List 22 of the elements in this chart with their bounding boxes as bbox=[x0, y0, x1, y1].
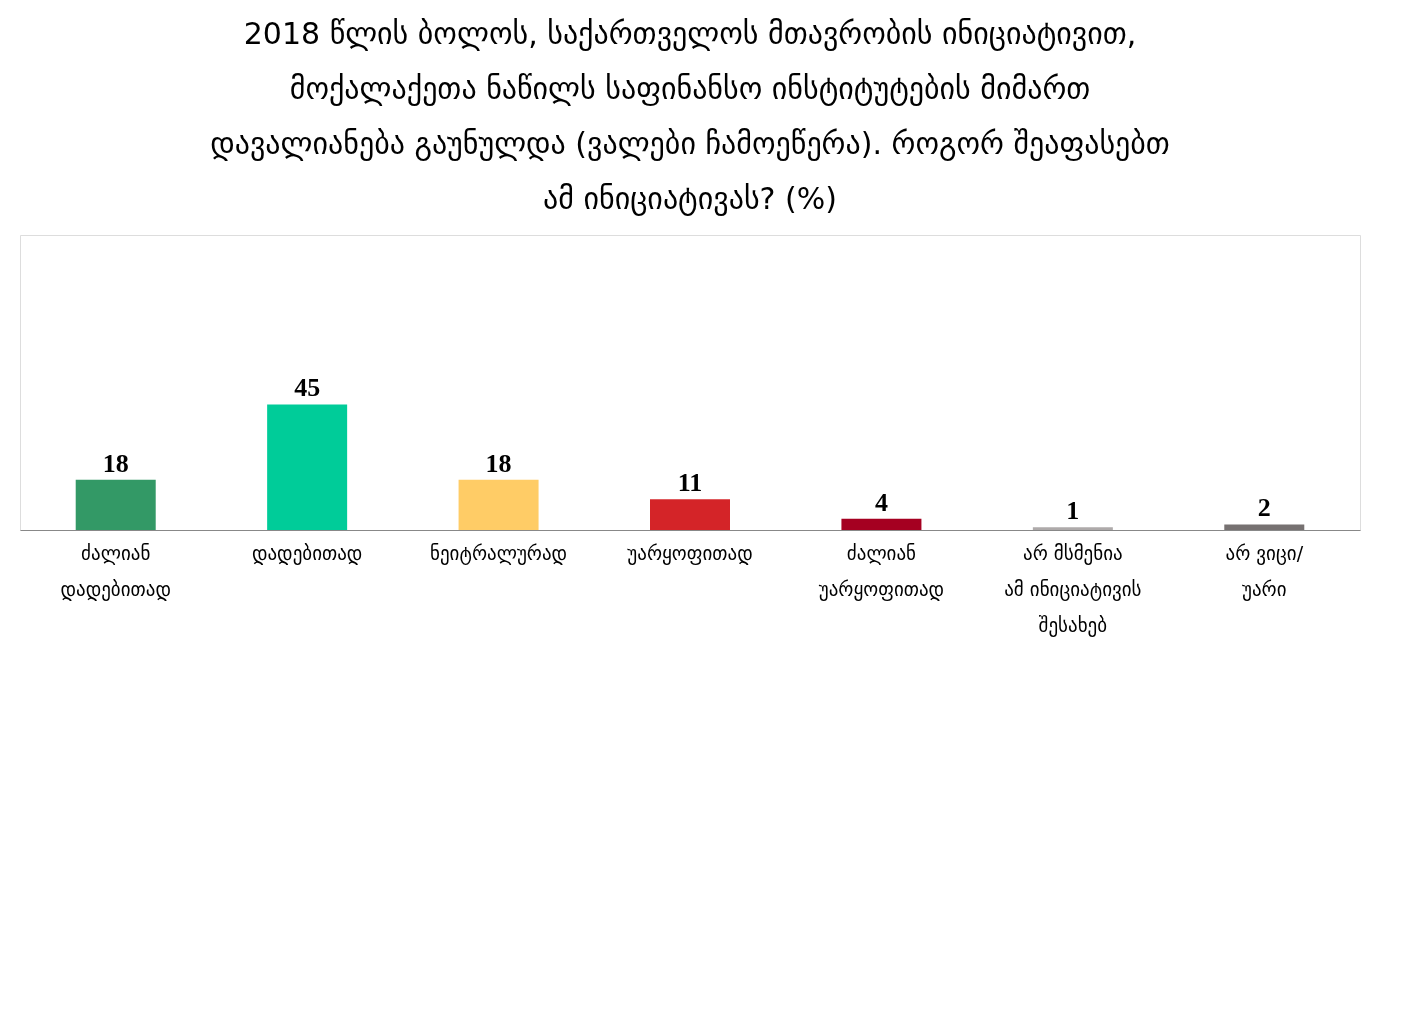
bar bbox=[1224, 524, 1305, 530]
x-tick-label: უარყოფითად bbox=[627, 541, 753, 565]
bar bbox=[650, 499, 730, 530]
x-tick-label: არ მსმენია ამ ინიციატივის შესახებ bbox=[1004, 541, 1142, 637]
chart-title: 2018 წლის ბოლოს, საქართველოს მთავრობის ინიციატივით, მოქალაქეთა ნაწილს საფინანსო ინსტიტუტების მიმართ დავალიანება გაუნულდა (ვალები ჩამოეწერა). როგორ შეაფასებთ ამ ინიციატივას? (%) bbox=[210, 16, 1170, 216]
x-tick-label: ნეიტრალურად bbox=[430, 541, 568, 565]
data-label: 18 bbox=[485, 448, 512, 478]
bar bbox=[841, 518, 922, 530]
x-tick-label: ძალიან დადებითად bbox=[60, 541, 171, 601]
x-tick-label: არ ვიცი/ უარი bbox=[1225, 541, 1304, 601]
data-label: 18 bbox=[102, 448, 129, 478]
bar bbox=[267, 404, 348, 530]
data-label: 4 bbox=[874, 487, 888, 517]
data-label: 1 bbox=[1066, 496, 1080, 526]
x-tick-label: დადებითად bbox=[251, 541, 363, 565]
data-label: 11 bbox=[677, 468, 703, 498]
data-label: 2 bbox=[1257, 493, 1271, 523]
x-tick-label: ძალიან უარყოფითად bbox=[818, 541, 945, 601]
data-label: 45 bbox=[294, 373, 321, 403]
bar bbox=[1032, 527, 1113, 530]
bar bbox=[458, 479, 539, 530]
bar bbox=[75, 479, 156, 530]
